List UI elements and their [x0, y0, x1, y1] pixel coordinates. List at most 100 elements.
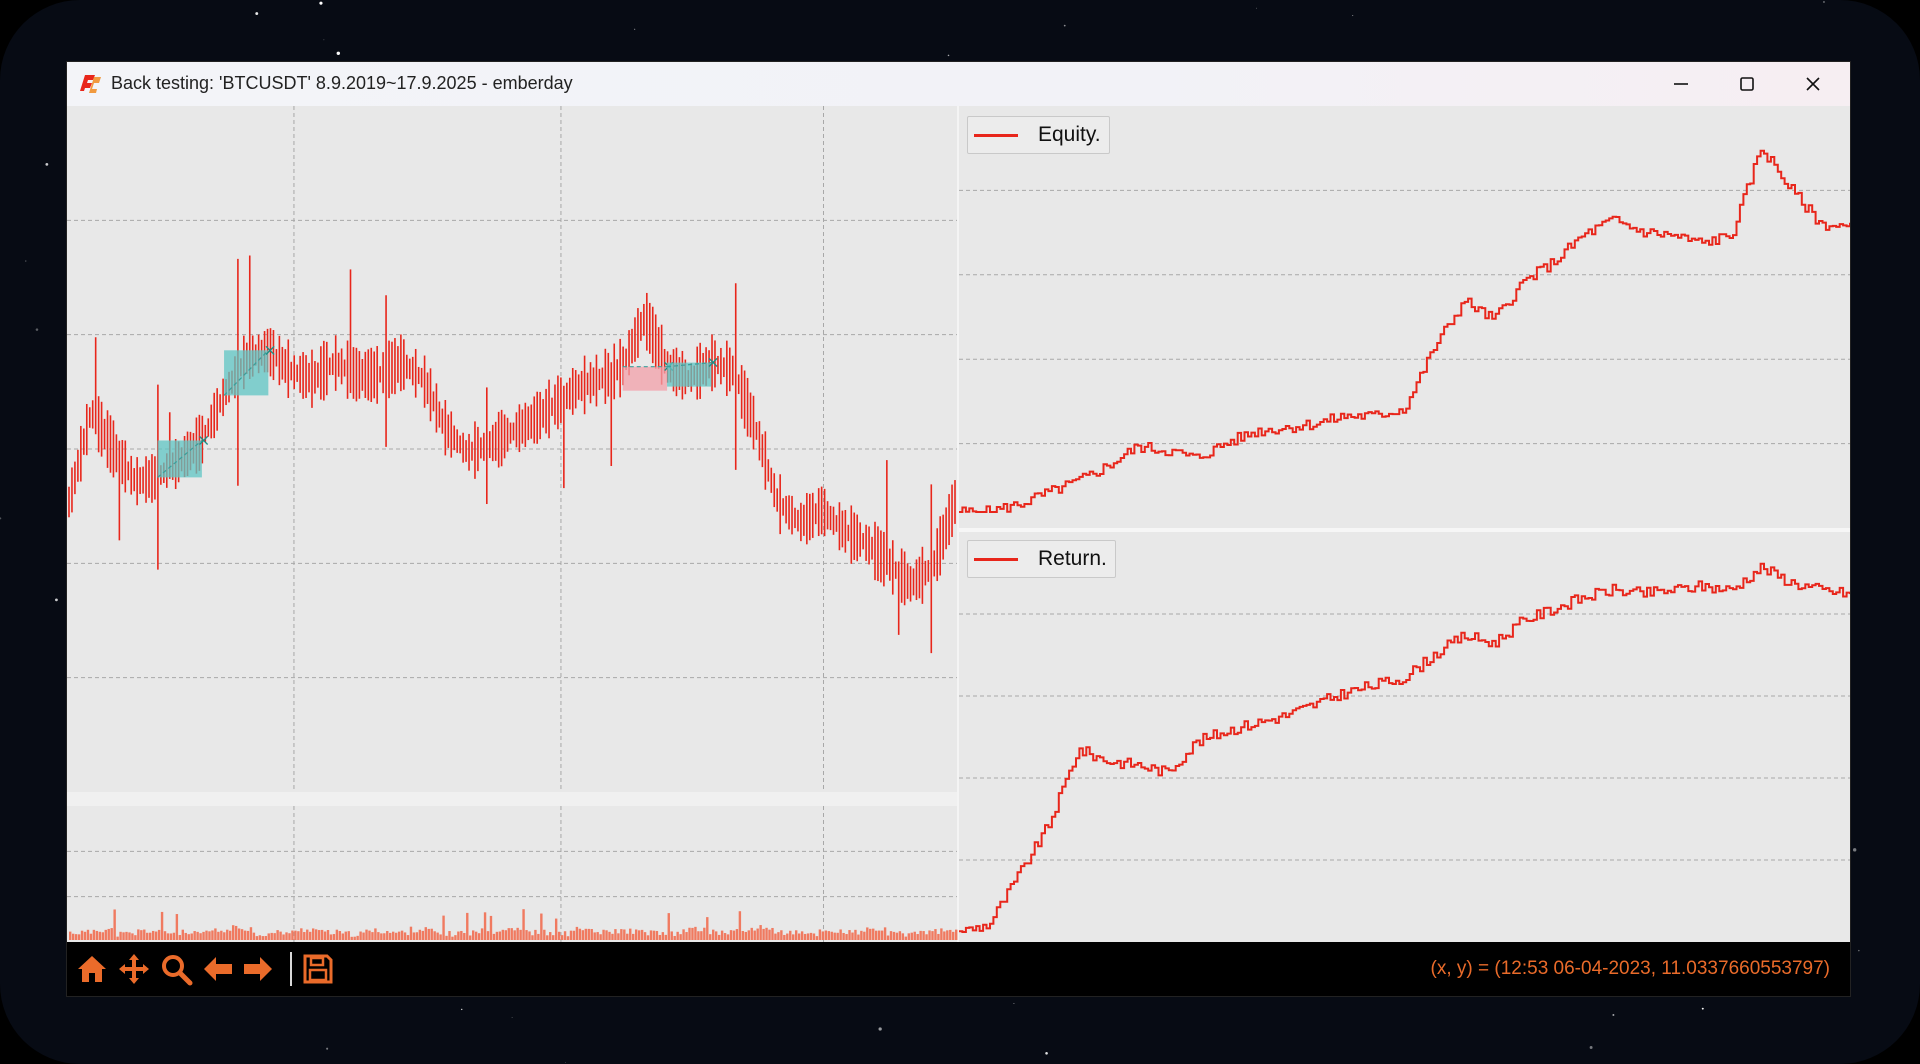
volume-bar — [374, 928, 377, 940]
close-button[interactable] — [1780, 62, 1846, 106]
return-series — [959, 562, 1851, 933]
forward-button[interactable] — [241, 952, 275, 986]
volume-bar — [264, 936, 267, 940]
home-button[interactable] — [75, 952, 109, 986]
volume-bar — [741, 931, 745, 940]
volume-bar — [629, 928, 632, 940]
volume-bar — [71, 933, 75, 940]
title-bar[interactable]: Back testing: 'BTCUSDT' 8.9.2019~17.9.20… — [67, 62, 1850, 106]
volume-bar — [214, 928, 217, 940]
volume-bar — [143, 929, 146, 940]
maximize-button[interactable] — [1714, 62, 1780, 106]
plots-canvas[interactable]: ×××× — [67, 106, 1851, 942]
volume-bar — [658, 934, 662, 940]
volume-bar — [249, 927, 253, 940]
volume-bar — [700, 931, 703, 940]
volume-bar — [821, 931, 825, 940]
volume-bar — [436, 932, 439, 940]
volume-bar — [175, 914, 179, 940]
volume-bar — [857, 934, 860, 940]
volume-panel — [67, 806, 957, 942]
volume-bar — [827, 931, 830, 940]
volume-bar — [803, 933, 807, 940]
volume-bar — [783, 934, 786, 940]
volume-bar — [768, 929, 771, 940]
return-panel — [959, 532, 1850, 942]
volume-bar — [317, 930, 321, 940]
trade-exit-marker: × — [197, 431, 210, 450]
volume-bar — [720, 930, 724, 940]
volume-bar — [110, 928, 113, 940]
volume-bar — [116, 936, 119, 940]
volume-bar — [581, 930, 585, 940]
toolbar-separator — [290, 952, 292, 986]
star — [5, 1039, 9, 1043]
volume-bar — [362, 932, 365, 940]
volume-bar — [229, 930, 232, 940]
home-icon — [78, 956, 106, 982]
volume-bar — [211, 930, 214, 940]
volume-bar — [492, 933, 496, 940]
volume-bar — [297, 931, 300, 940]
back-button[interactable] — [201, 952, 235, 986]
volume-bar — [851, 932, 854, 940]
volume-bar — [546, 935, 549, 940]
volume-bar — [477, 933, 481, 940]
volume-bar — [469, 935, 472, 940]
volume-bar — [448, 931, 451, 940]
volume-bar — [421, 930, 425, 940]
volume-bar — [190, 933, 193, 940]
volume-bar — [907, 933, 910, 940]
volume-bar — [836, 932, 839, 940]
volume-bar — [667, 913, 670, 940]
volume-bar — [489, 915, 493, 940]
volume-bar — [525, 930, 528, 940]
volume-bar — [712, 929, 715, 940]
volume-bar — [552, 935, 555, 940]
volume-bar — [729, 930, 733, 940]
volume-bar — [623, 929, 626, 940]
volume-bar — [89, 933, 93, 940]
volume-bar — [323, 931, 327, 940]
plots-area[interactable]: ×××× Equity. Return. — [67, 106, 1851, 942]
volume-bar — [774, 933, 777, 940]
volume-bar — [383, 933, 386, 940]
volume-bar — [128, 932, 131, 940]
volume-bar — [777, 932, 780, 940]
trade-exit-marker: × — [706, 353, 719, 372]
volume-bar — [460, 930, 463, 940]
star — [878, 1027, 882, 1031]
volume-bar — [800, 931, 804, 940]
volume-bar — [406, 935, 410, 940]
volume-bar — [771, 927, 774, 940]
volume-bar — [572, 930, 576, 940]
star — [1063, 24, 1066, 27]
save-button[interactable] — [301, 952, 335, 986]
volume-bar — [314, 929, 318, 940]
volume-bar — [69, 931, 72, 940]
volume-bar — [480, 928, 484, 940]
volume-bar — [910, 932, 913, 940]
volume-bar — [151, 930, 155, 940]
volume-bar — [430, 928, 433, 940]
volume-bar — [353, 936, 356, 940]
volume-bar — [335, 929, 339, 940]
volume-bar — [403, 932, 407, 940]
volume-bar — [531, 935, 534, 940]
volume-bar — [149, 932, 152, 940]
minimize-button[interactable] — [1648, 62, 1714, 106]
volume-bar — [934, 929, 937, 940]
volume-bar — [892, 931, 896, 940]
volume-bar — [952, 931, 955, 940]
volume-bar — [279, 931, 282, 940]
price-series: ×××× — [68, 255, 956, 654]
zoom-button[interactable] — [159, 952, 193, 986]
volume-bar — [534, 929, 537, 940]
volume-bar — [889, 931, 893, 940]
volume-bar — [397, 931, 401, 940]
volume-bar — [424, 927, 427, 940]
pan-button[interactable] — [117, 952, 151, 986]
star — [1852, 848, 1857, 852]
volume-bar — [80, 930, 84, 940]
